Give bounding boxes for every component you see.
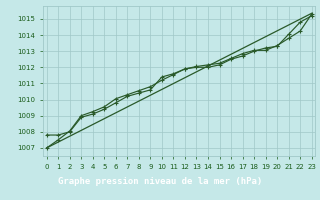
Text: Graphe pression niveau de la mer (hPa): Graphe pression niveau de la mer (hPa) <box>58 178 262 186</box>
